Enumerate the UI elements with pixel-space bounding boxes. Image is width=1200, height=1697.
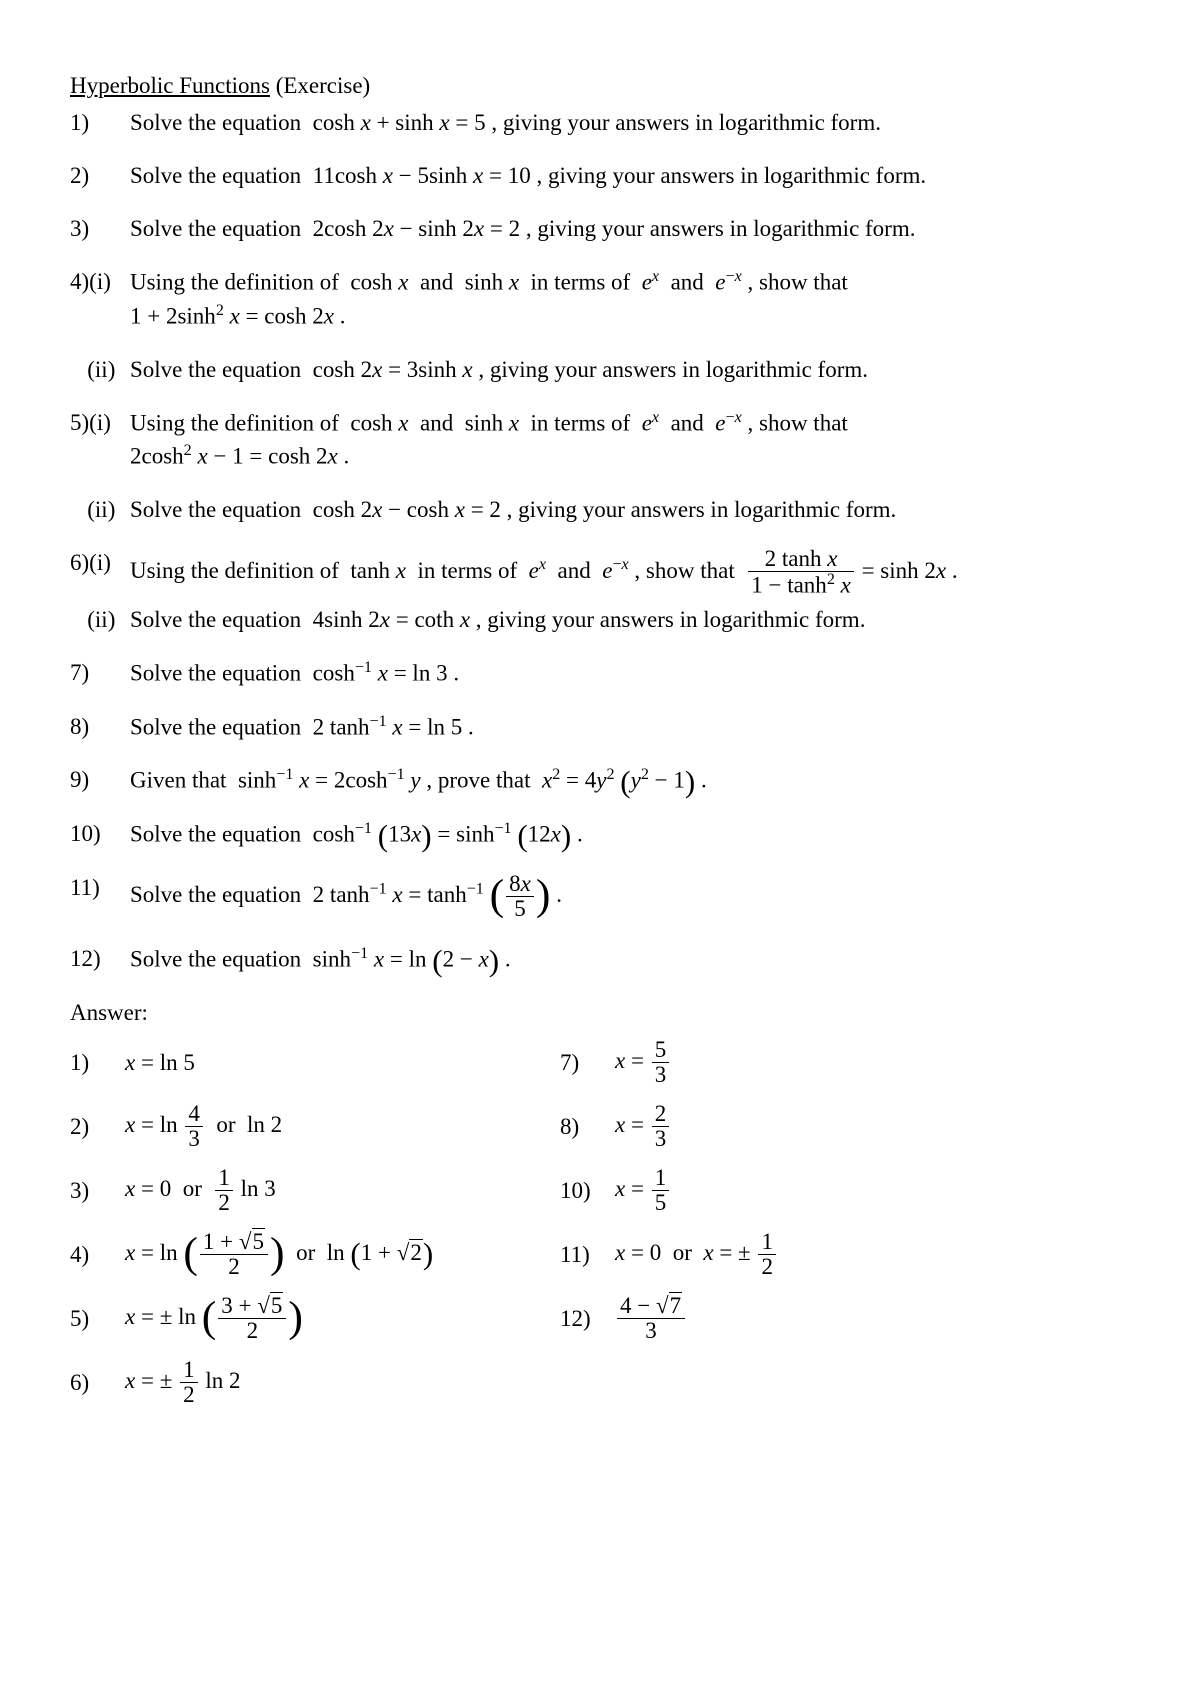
answer-text: x = 15 (615, 1166, 671, 1215)
answer-row: 2)x = ln 43 or ln 2 (70, 1102, 500, 1152)
problem-row: 5)(i)Using the definition of cosh x and … (70, 407, 1130, 439)
answer-number: 7) (560, 1047, 615, 1078)
problem-number: 12) (70, 943, 130, 974)
problem-number: 6)(i) (70, 547, 130, 578)
problem-number: 5)(i) (70, 407, 130, 438)
answer-number: 6) (70, 1367, 125, 1398)
problem-number: 11) (70, 872, 130, 903)
problem-text: Solve the equation cosh x + sinh x = 5 ,… (130, 107, 1130, 138)
answer-number: 2) (70, 1111, 125, 1142)
worksheet-page: Hyperbolic Functions (Exercise) 1)Solve … (0, 0, 1200, 1697)
answer-text: x = ± 12 ln 2 (125, 1358, 240, 1407)
problem-list: 1)Solve the equation cosh x + sinh x = 5… (70, 107, 1130, 975)
answer-row: 4)x = ln (1 + 52) or ln (1 + 2) (70, 1230, 500, 1280)
problem-row: 7)Solve the equation cosh−1 x = ln 3 . (70, 657, 1130, 689)
problem-extra-line: 1 + 2sinh2 x = cosh 2x . (130, 300, 1130, 332)
problem-number: (ii) (70, 354, 130, 385)
problem-number: (ii) (70, 604, 130, 635)
problem-text: Solve the equation 4sinh 2x = coth x , g… (130, 604, 1130, 635)
answer-text: x = 0 or x = ± 12 (615, 1230, 778, 1279)
answer-row: 3)x = 0 or 12 ln 3 (70, 1166, 500, 1216)
problem-text: Solve the equation cosh 2x = 3sinh x , g… (130, 354, 1130, 385)
problem-row: 8)Solve the equation 2 tanh−1 x = ln 5 . (70, 711, 1130, 743)
answer-number: 11) (560, 1239, 615, 1270)
answer-number: 5) (70, 1303, 125, 1334)
answer-row: 5)x = ± ln (3 + 52) (70, 1294, 500, 1344)
answer-number: 10) (560, 1175, 615, 1206)
problem-text: Using the definition of tanh x in terms … (130, 547, 1130, 598)
answer-row: 7)x = 53 (560, 1038, 778, 1088)
answer-number: 12) (560, 1303, 615, 1334)
problem-row: (ii)Solve the equation cosh 2x − cosh x … (70, 494, 1130, 525)
answer-row: 12)4 − 73 (560, 1294, 778, 1344)
problem-text: Solve the equation 11cosh x − 5sinh x = … (130, 160, 1130, 191)
problem-text: Solve the equation 2 tanh−1 x = ln 5 . (130, 711, 1130, 743)
problem-row: 2)Solve the equation 11cosh x − 5sinh x … (70, 160, 1130, 191)
problem-row: 10)Solve the equation cosh−1 (13x) = sin… (70, 818, 1130, 850)
problem-number: 10) (70, 818, 130, 849)
answer-col-left: 1)x = ln 52)x = ln 43 or ln 23)x = 0 or … (70, 1038, 500, 1408)
problem-text: Using the definition of cosh x and sinh … (130, 407, 1130, 439)
answer-text: x = 0 or 12 ln 3 (125, 1166, 276, 1215)
answer-row: 1)x = ln 5 (70, 1038, 500, 1088)
answer-text: x = ln (1 + 52) or ln (1 + 2) (125, 1230, 433, 1279)
answer-row: 10)x = 15 (560, 1166, 778, 1216)
title-rest: (Exercise) (270, 73, 370, 98)
answer-row: 6)x = ± 12 ln 2 (70, 1358, 500, 1408)
answer-text: 4 − 73 (615, 1294, 687, 1343)
problem-row: (ii)Solve the equation 4sinh 2x = coth x… (70, 604, 1130, 635)
problem-number: 8) (70, 711, 130, 742)
answer-text: x = ln 43 or ln 2 (125, 1102, 282, 1151)
answer-text: x = ± ln (3 + 52) (125, 1294, 303, 1343)
page-title: Hyperbolic Functions (Exercise) (70, 70, 1130, 101)
problem-text: Solve the equation sinh−1 x = ln (2 − x)… (130, 943, 1130, 975)
problem-number: 3) (70, 213, 130, 244)
answer-section: 1)x = ln 52)x = ln 43 or ln 23)x = 0 or … (70, 1038, 1130, 1408)
problem-text: Solve the equation cosh−1 x = ln 3 . (130, 657, 1130, 689)
problem-number: (ii) (70, 494, 130, 525)
title-underlined: Hyperbolic Functions (70, 73, 270, 98)
answer-heading: Answer: (70, 997, 1130, 1028)
problem-number: 7) (70, 657, 130, 688)
problem-text: Solve the equation 2cosh 2x − sinh 2x = … (130, 213, 1130, 244)
problem-number: 4)(i) (70, 266, 130, 297)
answer-number: 4) (70, 1239, 125, 1270)
answer-row: 11)x = 0 or x = ± 12 (560, 1230, 778, 1280)
problem-row: 4)(i)Using the definition of cosh x and … (70, 266, 1130, 298)
problem-number: 1) (70, 107, 130, 138)
answer-row: 8)x = 23 (560, 1102, 778, 1152)
answer-number: 8) (560, 1111, 615, 1142)
problem-text: Given that sinh−1 x = 2cosh−1 y , prove … (130, 764, 1130, 796)
answer-text: x = ln 5 (125, 1047, 195, 1078)
problem-row: 12)Solve the equation sinh−1 x = ln (2 −… (70, 943, 1130, 975)
problem-text: Solve the equation cosh−1 (13x) = sinh−1… (130, 818, 1130, 850)
problem-row: (ii)Solve the equation cosh 2x = 3sinh x… (70, 354, 1130, 385)
problem-number: 9) (70, 764, 130, 795)
answer-text: x = 23 (615, 1102, 671, 1151)
problem-text: Using the definition of cosh x and sinh … (130, 266, 1130, 298)
problem-extra-line: 2cosh2 x − 1 = cosh 2x . (130, 440, 1130, 472)
answer-number: 3) (70, 1175, 125, 1206)
problem-text: Solve the equation cosh 2x − cosh x = 2 … (130, 494, 1130, 525)
answer-number: 1) (70, 1047, 125, 1078)
problem-row: 9)Given that sinh−1 x = 2cosh−1 y , prov… (70, 764, 1130, 796)
problem-row: 1)Solve the equation cosh x + sinh x = 5… (70, 107, 1130, 138)
problem-text: Solve the equation 2 tanh−1 x = tanh−1 (… (130, 872, 1130, 921)
answer-col-right: 7)x = 538)x = 2310)x = 1511)x = 0 or x =… (560, 1038, 778, 1408)
problem-row: 11)Solve the equation 2 tanh−1 x = tanh−… (70, 872, 1130, 921)
problem-row: 3)Solve the equation 2cosh 2x − sinh 2x … (70, 213, 1130, 244)
answer-text: x = 53 (615, 1038, 671, 1087)
problem-row: 6)(i)Using the definition of tanh x in t… (70, 547, 1130, 598)
problem-number: 2) (70, 160, 130, 191)
